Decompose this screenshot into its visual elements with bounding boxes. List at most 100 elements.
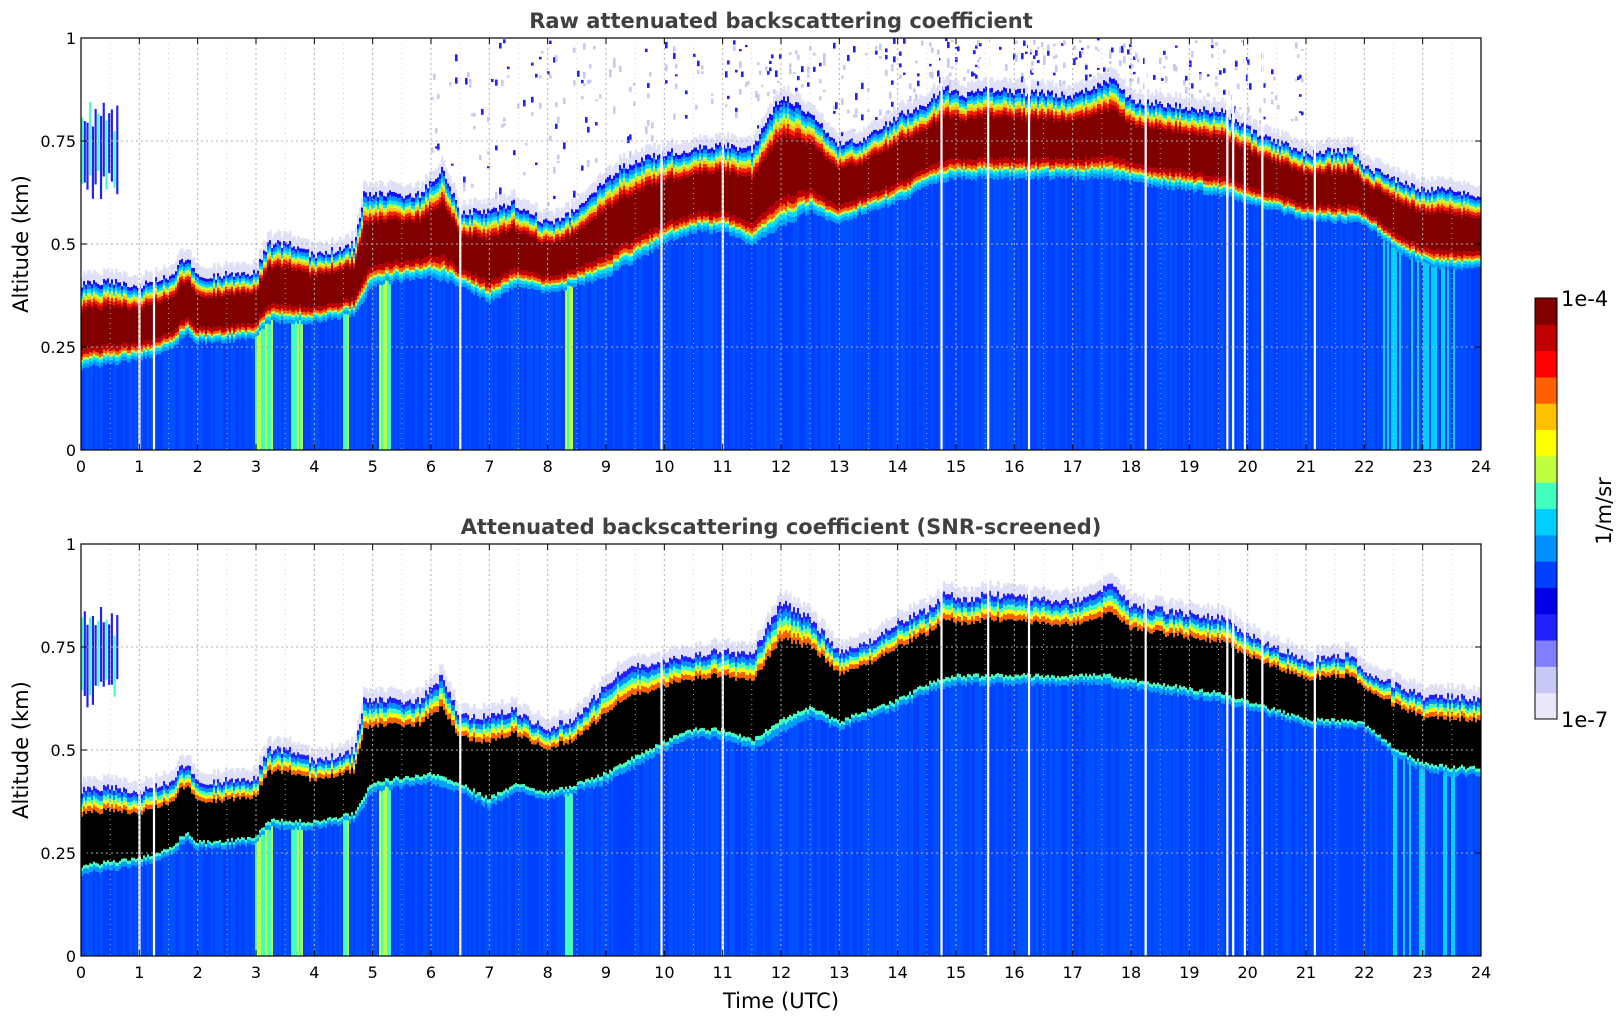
column-band bbox=[467, 237, 470, 274]
column-band bbox=[513, 283, 516, 288]
column-band bbox=[379, 203, 382, 208]
column-band bbox=[227, 289, 230, 292]
column-band bbox=[269, 258, 272, 263]
column-band bbox=[381, 216, 384, 220]
column-band bbox=[571, 229, 574, 233]
column-band bbox=[597, 273, 600, 278]
column-band bbox=[513, 211, 516, 216]
column-band bbox=[301, 256, 304, 260]
column-band bbox=[403, 266, 406, 271]
column-band bbox=[303, 316, 306, 320]
column-band bbox=[85, 302, 88, 307]
column-band bbox=[487, 281, 490, 288]
column-band bbox=[93, 305, 96, 346]
column-band bbox=[515, 277, 518, 281]
column-halo bbox=[631, 155, 634, 166]
column-band bbox=[113, 349, 116, 353]
column-band bbox=[135, 293, 138, 297]
column-band bbox=[275, 254, 278, 258]
column-band bbox=[221, 290, 224, 293]
column-band bbox=[381, 274, 384, 278]
column-band bbox=[279, 266, 282, 306]
column-band bbox=[141, 295, 144, 299]
column-below bbox=[409, 280, 412, 450]
column-band bbox=[365, 202, 368, 208]
column-band bbox=[545, 228, 548, 232]
column-band bbox=[191, 329, 194, 333]
column-band bbox=[479, 219, 482, 223]
column-band bbox=[575, 217, 578, 221]
column-below bbox=[643, 254, 646, 450]
column-band bbox=[447, 209, 450, 214]
column-band bbox=[199, 279, 202, 284]
column-band bbox=[539, 228, 542, 232]
column-band bbox=[101, 361, 104, 367]
column-band bbox=[427, 271, 430, 276]
column-band bbox=[465, 214, 468, 219]
column-band bbox=[231, 278, 234, 282]
column-band bbox=[237, 323, 240, 328]
column-band bbox=[523, 270, 526, 276]
column-band bbox=[615, 198, 618, 203]
column-band bbox=[383, 276, 386, 280]
column-band bbox=[135, 353, 138, 357]
column-halo bbox=[547, 210, 550, 221]
column-band bbox=[171, 332, 174, 338]
column-band bbox=[315, 266, 318, 270]
column-band bbox=[199, 293, 202, 296]
column-band bbox=[657, 233, 660, 238]
column-band bbox=[159, 284, 162, 289]
column-halo bbox=[323, 244, 326, 255]
column-band bbox=[501, 221, 504, 226]
column-band bbox=[587, 216, 590, 220]
column-band bbox=[393, 196, 396, 201]
column-band bbox=[621, 168, 624, 174]
column-band bbox=[555, 231, 558, 235]
column-below bbox=[415, 276, 418, 450]
column-band bbox=[489, 223, 492, 228]
column-band bbox=[241, 289, 244, 293]
column-band bbox=[605, 183, 608, 189]
column-band bbox=[103, 283, 106, 288]
column-band bbox=[609, 197, 612, 202]
column-band bbox=[659, 170, 662, 175]
column-band bbox=[113, 288, 116, 293]
column-band bbox=[371, 267, 374, 273]
column-band bbox=[259, 269, 262, 272]
column-band bbox=[143, 301, 146, 305]
column-band bbox=[401, 263, 404, 269]
column-band bbox=[667, 160, 670, 165]
column-band bbox=[405, 213, 408, 218]
column-band bbox=[247, 329, 250, 332]
column-below bbox=[341, 317, 344, 450]
column-band bbox=[135, 296, 138, 300]
column-band bbox=[423, 266, 426, 270]
column-band bbox=[175, 287, 178, 291]
column-halo bbox=[545, 208, 548, 219]
column-band bbox=[319, 267, 322, 270]
column-band bbox=[367, 279, 370, 283]
column-band bbox=[289, 255, 292, 259]
column-band bbox=[663, 175, 666, 179]
column-band bbox=[597, 266, 600, 270]
column-band bbox=[273, 303, 276, 308]
column-band bbox=[395, 270, 398, 275]
column-band bbox=[119, 293, 122, 297]
column-band bbox=[583, 227, 586, 268]
column-band bbox=[103, 294, 106, 298]
column-band bbox=[449, 195, 452, 200]
column-band bbox=[597, 185, 600, 191]
column-band bbox=[271, 316, 274, 321]
column-band bbox=[217, 288, 220, 291]
column-band bbox=[539, 236, 542, 240]
column-band bbox=[181, 279, 184, 283]
column-below bbox=[485, 301, 488, 450]
column-band bbox=[417, 191, 420, 196]
column-band bbox=[83, 303, 86, 308]
column-below bbox=[513, 287, 516, 450]
column-band bbox=[503, 207, 506, 213]
column-below bbox=[447, 283, 450, 450]
column-band bbox=[669, 231, 672, 236]
column-band bbox=[399, 262, 402, 269]
column-band bbox=[87, 360, 90, 364]
